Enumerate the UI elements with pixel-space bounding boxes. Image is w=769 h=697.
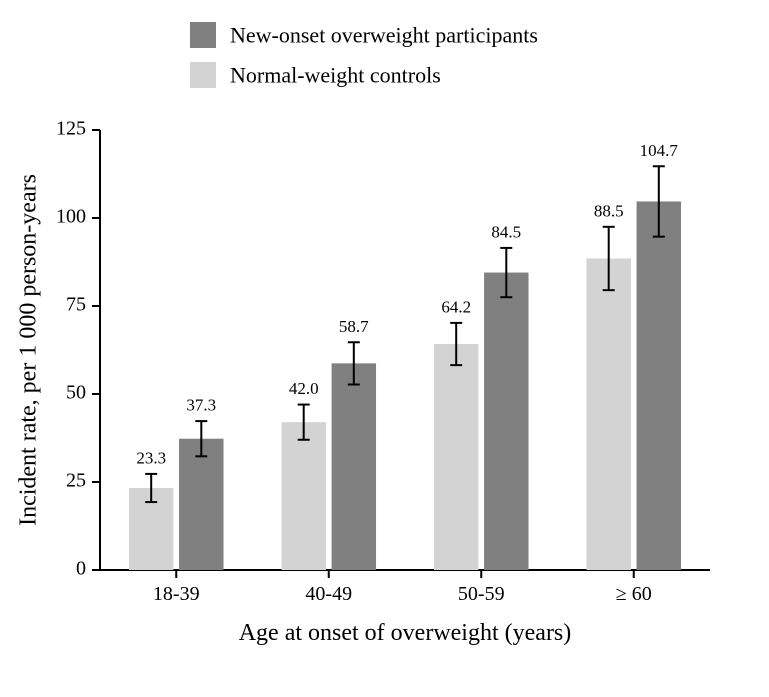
- bar-value-label: 88.5: [594, 201, 624, 220]
- y-tick-label: 25: [66, 470, 86, 492]
- chart-container: 0 25 50 75 100 125 Incident rate, per 1 000 pe…: [0, 0, 769, 697]
- x-tick-label: 18-39: [153, 583, 200, 605]
- bar: [281, 422, 325, 570]
- y-tick-label: 0: [76, 558, 86, 580]
- bar: [586, 258, 630, 570]
- bar-value-label: 42.0: [289, 379, 319, 398]
- y-tick-label: 125: [56, 118, 86, 140]
- bar: [332, 363, 376, 570]
- y-tick-label: 100: [56, 206, 86, 228]
- bar-value-label: 23.3: [136, 449, 166, 468]
- legend-label: New-onset overweight participants: [230, 22, 538, 47]
- bar: [637, 201, 681, 570]
- bar-value-label: 58.7: [339, 317, 369, 336]
- y-axis-title: Incident rate, per 1 000 person-years: [16, 174, 42, 526]
- y-tick-label: 75: [66, 294, 86, 316]
- y-tick-label: 50: [66, 382, 86, 404]
- x-tick-label: ≥ 60: [616, 583, 652, 605]
- x-axis-title: Age at onset of overweight (years): [239, 620, 572, 646]
- x-tick-label: 50-59: [458, 583, 505, 605]
- incident-rate-chart: 0 25 50 75 100 125 Incident rate, per 1 000 pe…: [0, 0, 769, 697]
- bar-value-label: 64.2: [441, 297, 471, 316]
- bar-value-label: 37.3: [186, 396, 216, 415]
- bar: [484, 273, 528, 570]
- bar: [179, 439, 223, 570]
- bar-value-label: 84.5: [491, 223, 521, 242]
- legend-swatch: [190, 22, 216, 48]
- bar-value-label: 104.7: [640, 141, 679, 160]
- x-tick-label: 40-49: [305, 583, 352, 605]
- legend-swatch: [190, 62, 216, 88]
- legend-label: Normal-weight controls: [230, 62, 441, 87]
- bar: [434, 344, 478, 570]
